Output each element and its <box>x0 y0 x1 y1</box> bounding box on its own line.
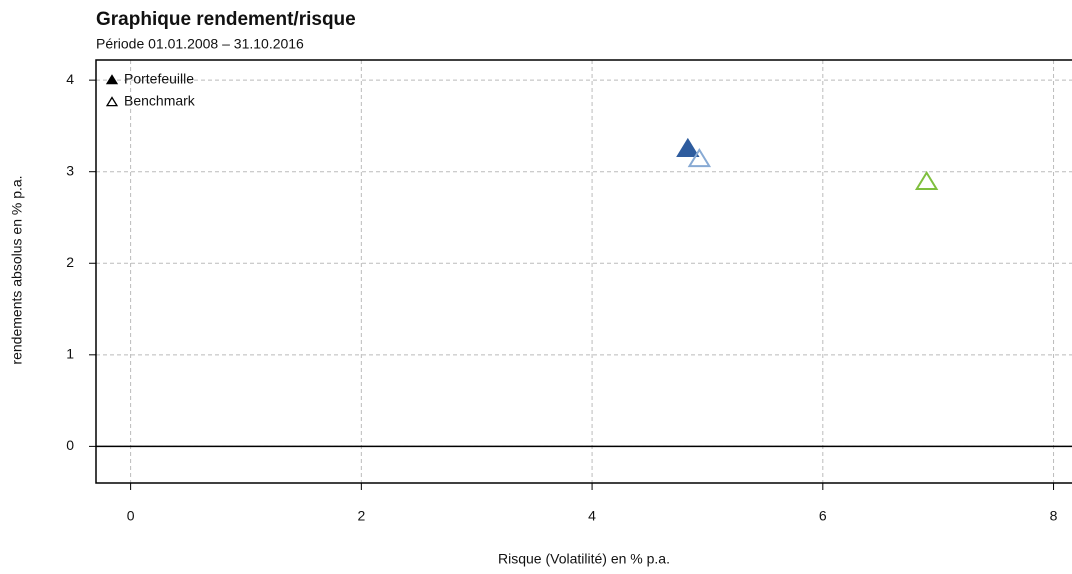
x-tick-label: 6 <box>819 508 827 524</box>
y-axis-label: rendements absolus en % p.a. <box>9 175 25 364</box>
chart-subtitle: Période 01.01.2008 – 31.10.2016 <box>96 36 304 52</box>
x-tick-label: 4 <box>588 508 596 524</box>
point <box>687 147 712 168</box>
y-tick-label: 4 <box>66 71 74 87</box>
y-tick-label: 1 <box>66 346 74 362</box>
legend-symbol <box>105 96 119 107</box>
y-tick-label: 0 <box>66 437 74 453</box>
legend-label: Portefeuille <box>124 71 194 87</box>
y-tick-label: 2 <box>66 254 74 270</box>
x-tick-label: 0 <box>127 508 135 524</box>
x-axis-label: Risque (Volatilité) en % p.a. <box>498 551 670 567</box>
plot-frame <box>95 59 1072 484</box>
y-tick-label: 3 <box>66 162 74 178</box>
point <box>914 170 939 190</box>
legend-label: Benchmark <box>124 93 196 109</box>
chart-title: Graphique rendement/risque <box>96 9 356 30</box>
x-tick-label: 2 <box>357 508 365 524</box>
point <box>676 137 700 158</box>
legend-symbol <box>105 74 119 85</box>
x-tick-label: 8 <box>1050 508 1058 524</box>
